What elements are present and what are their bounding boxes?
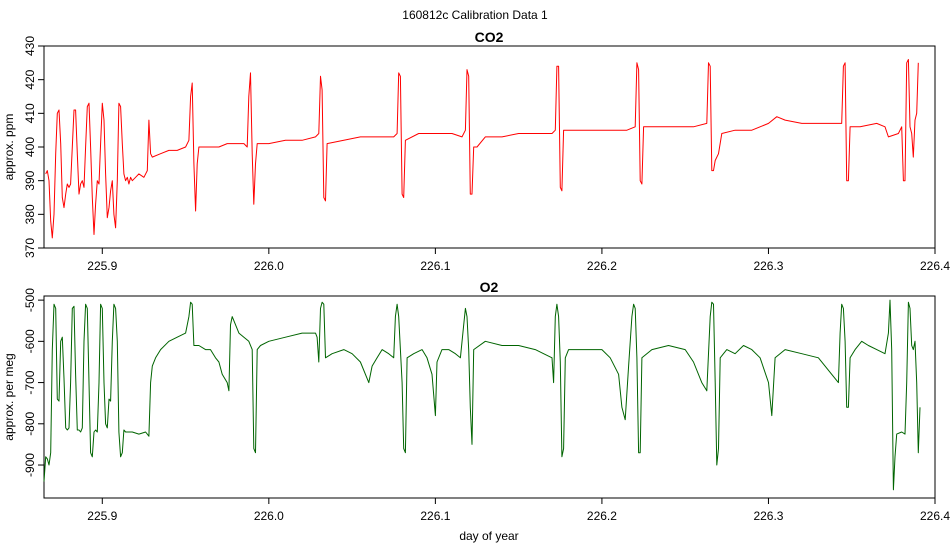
figure-title: 160812c Calibration Data 1 xyxy=(402,8,548,22)
o2-x-tick-label: 226.0 xyxy=(254,509,284,523)
co2-y-axis: 370 380 390 400 410 420 430 xyxy=(23,36,44,258)
co2-panel-title: CO2 xyxy=(475,29,504,45)
o2-panel: O2 approx. per meg day of year 225.9 226.… xyxy=(2,279,950,543)
co2-y-tick-label: 380 xyxy=(23,204,37,224)
co2-x-axis: 225.9 226.0 226.1 226.2 226.3 226.4 xyxy=(87,248,950,273)
o2-plot-frame xyxy=(43,295,936,499)
o2-x-axis: 225.9 226.0 226.1 226.2 226.3 226.4 xyxy=(87,498,950,523)
co2-x-tick-label: 226.2 xyxy=(587,259,617,273)
o2-y-tick-label: -700 xyxy=(23,370,37,394)
co2-x-tick-label: 226.1 xyxy=(420,259,450,273)
co2-x-tick-label: 226.0 xyxy=(254,259,284,273)
o2-x-tick-label: 226.2 xyxy=(587,509,617,523)
co2-x-tick-label: 225.9 xyxy=(87,259,117,273)
x-axis-label: day of year xyxy=(459,529,518,543)
co2-panel: CO2 approx. ppm 225.9 226.0 226.1 226.2 226.… xyxy=(2,29,950,273)
co2-y-tick-label: 400 xyxy=(23,137,37,157)
o2-y-tick-label: -900 xyxy=(23,453,37,477)
co2-x-tick-label: 226.4 xyxy=(920,259,950,273)
co2-series-line xyxy=(45,59,919,239)
co2-y-tick-label: 410 xyxy=(23,103,37,123)
co2-y-tick-label: 370 xyxy=(23,238,37,258)
o2-y-tick-label: -500 xyxy=(23,288,37,312)
o2-series-line xyxy=(43,299,921,491)
co2-y-axis-label: approx. ppm xyxy=(2,114,16,181)
co2-y-tick-label: 420 xyxy=(23,69,37,89)
co2-y-tick-label: 430 xyxy=(23,36,37,56)
o2-x-tick-label: 226.4 xyxy=(920,509,950,523)
co2-y-tick-label: 390 xyxy=(23,170,37,190)
o2-x-tick-label: 225.9 xyxy=(87,509,117,523)
o2-panel-title: O2 xyxy=(480,279,499,295)
o2-y-tick-label: -600 xyxy=(23,329,37,353)
o2-y-axis: -900 -800 -700 -600 -500 xyxy=(23,288,44,477)
co2-x-tick-label: 226.3 xyxy=(753,259,783,273)
o2-x-tick-label: 226.1 xyxy=(420,509,450,523)
co2-plot-frame xyxy=(43,45,936,249)
o2-x-tick-label: 226.3 xyxy=(753,509,783,523)
o2-y-tick-label: -800 xyxy=(23,411,37,435)
o2-y-axis-label: approx. per meg xyxy=(2,353,16,440)
